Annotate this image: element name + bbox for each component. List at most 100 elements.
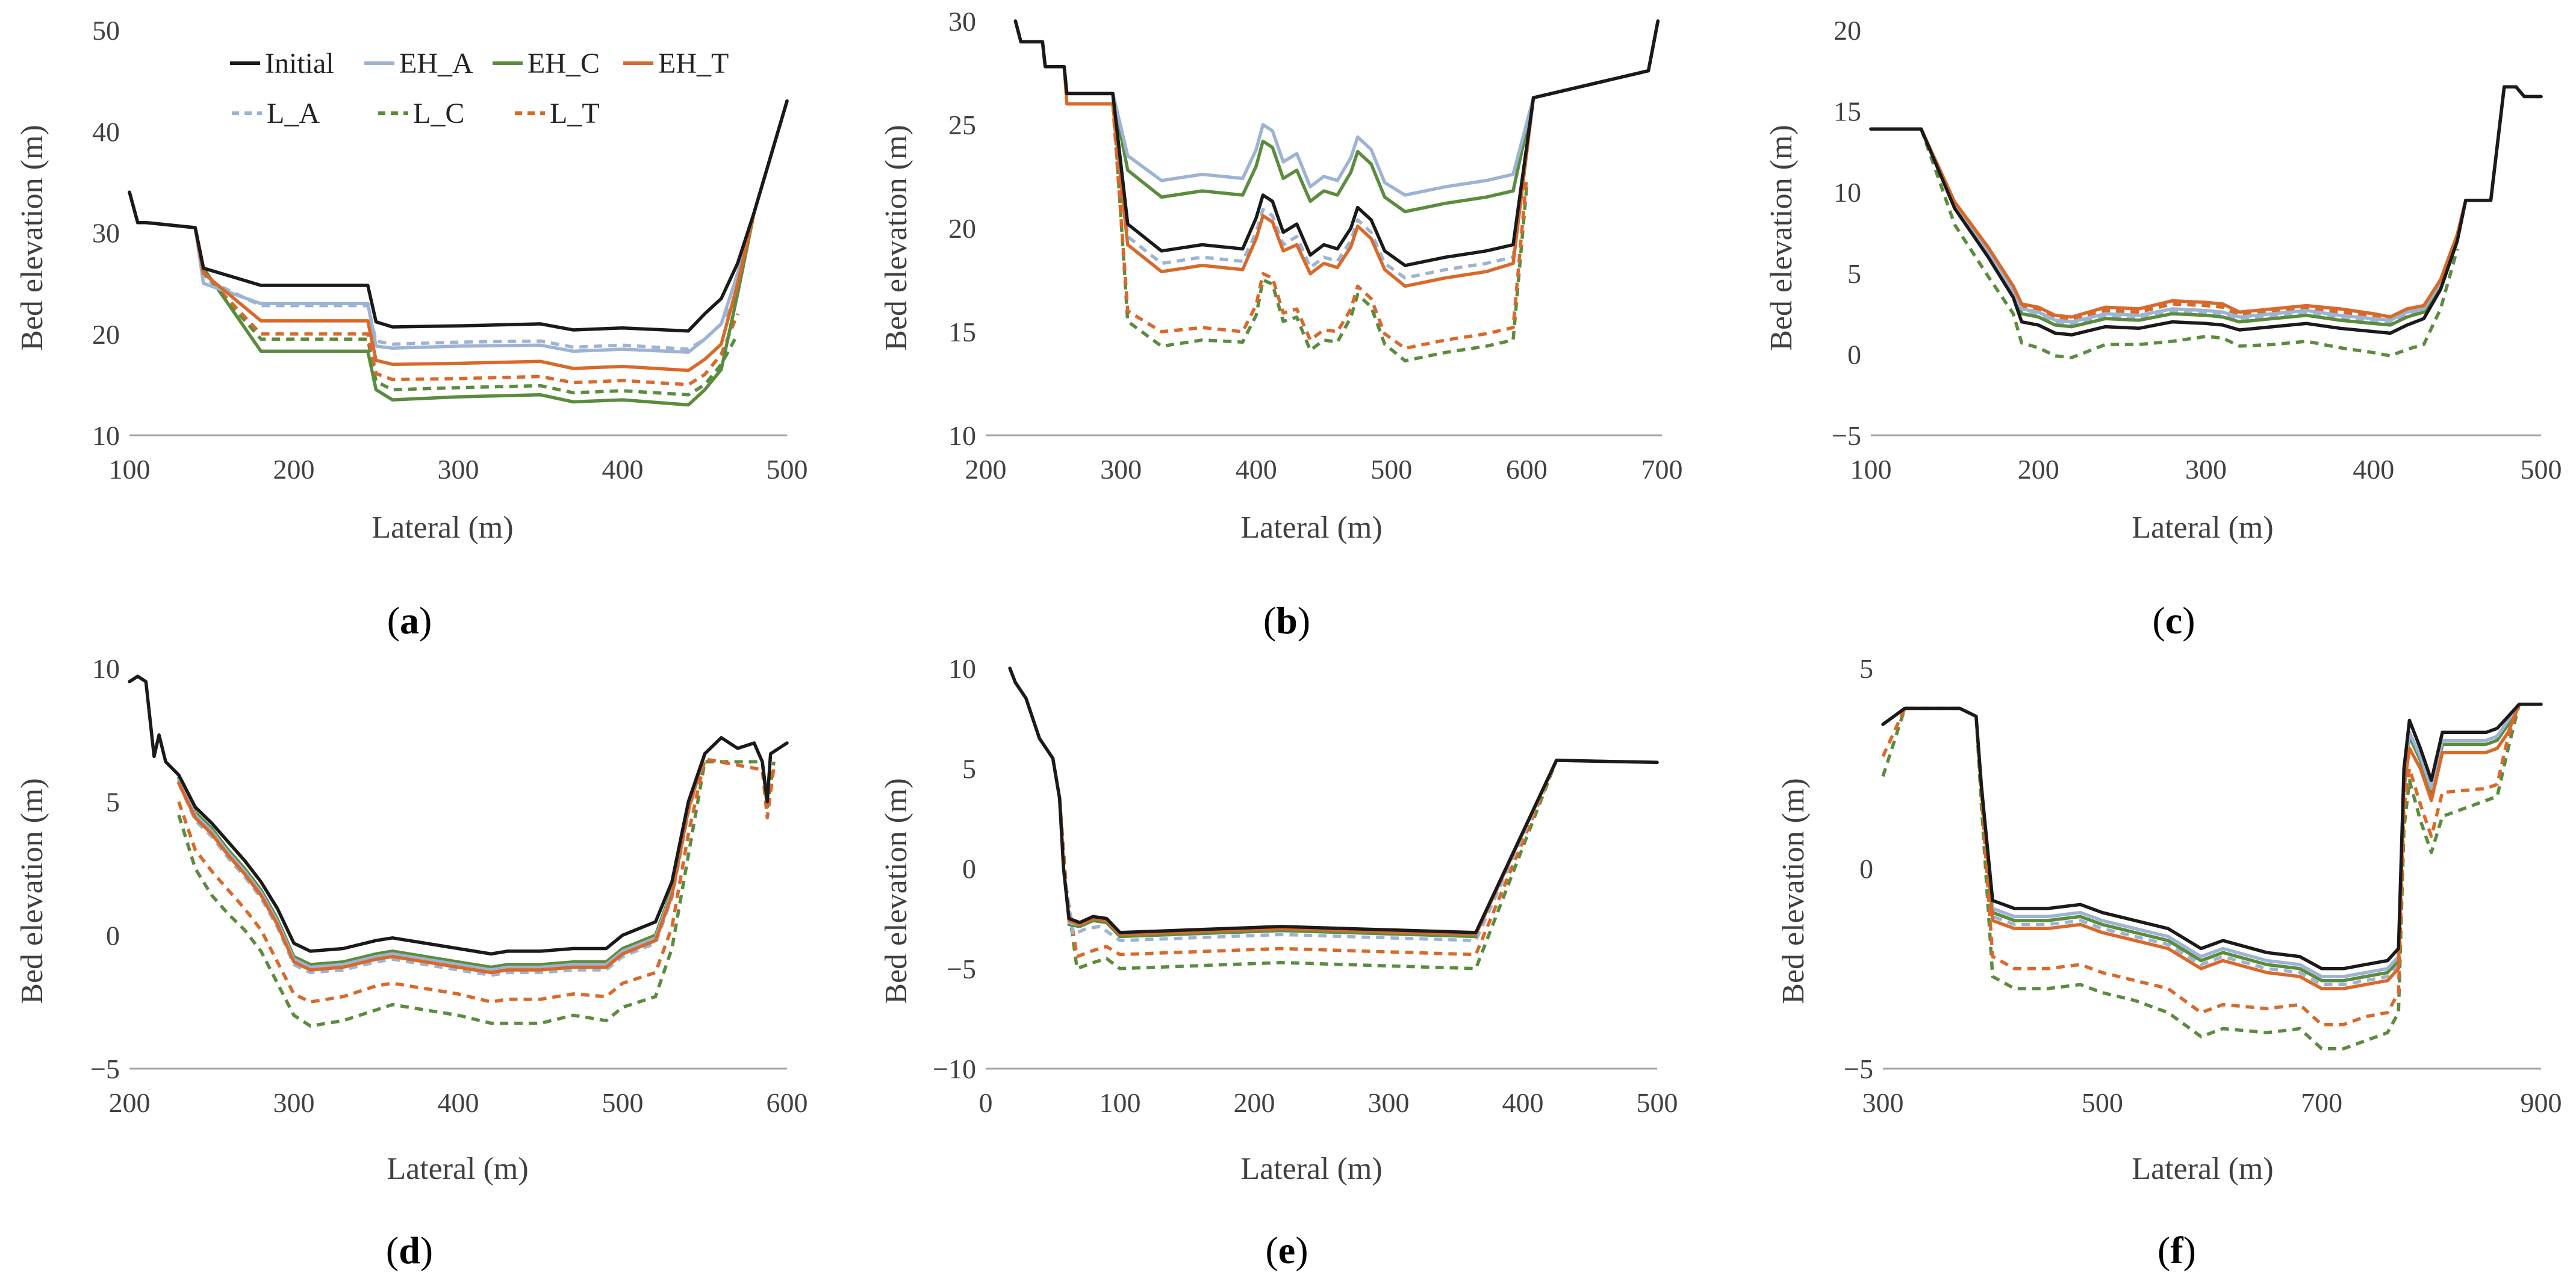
panel-a-caption: (a) <box>387 599 432 642</box>
legend-item-l-a: L_A <box>232 98 320 129</box>
panel-e-ytick-2: 0 <box>962 854 976 884</box>
panel-d-caption: (d) <box>386 1229 433 1272</box>
legend-label-initial: Initial <box>265 48 334 79</box>
panel-a-xtick-3: 400 <box>602 454 644 485</box>
panel-b-ytick-2: 20 <box>948 213 976 244</box>
panel-e-caption: (e) <box>1265 1229 1308 1272</box>
panel-f-ytick-2: 5 <box>1859 653 1873 684</box>
panel-c-ytick-2: 5 <box>1847 258 1861 289</box>
panel-d-series-l-a <box>177 753 707 977</box>
panel-d-series-l-t <box>177 757 776 1004</box>
panel-e-ytick-3: 5 <box>962 753 976 784</box>
panel-b-xtick-5: 700 <box>1641 454 1683 485</box>
legend-label-eh-c: EH_C <box>527 48 600 79</box>
panel-e-xtick-4: 400 <box>1502 1087 1544 1118</box>
panel-b-ylabel: Bed elevation (m) <box>879 125 913 350</box>
panel-f-letter: f <box>2170 1229 2183 1272</box>
panel-b-series-initial <box>1013 19 1660 267</box>
panel-d-ytick-2: 5 <box>106 787 120 818</box>
legend-item-l-c: L_C <box>378 98 464 129</box>
panel-f-series-l-c <box>1881 704 2521 1051</box>
panel-f-series-eh-t <box>1980 703 2521 990</box>
panel-a-xtick-4: 500 <box>767 454 808 485</box>
panel-a-series-l-t <box>193 227 739 387</box>
legend-label-l-t: L_T <box>550 98 600 129</box>
panel-b-caption: (b) <box>1263 599 1310 642</box>
panel-c-series-l-c <box>1919 128 2459 359</box>
panel-c-ytick-4: 15 <box>1834 96 1861 127</box>
panel-a-series-l-a <box>193 227 739 351</box>
panel-b-xtick-3: 500 <box>1370 454 1412 485</box>
panel-c-ylabel: Bed elevation (m) <box>1764 125 1799 350</box>
panel-b-series-eh-t <box>1013 19 1660 288</box>
panel-a-xtick-2: 300 <box>438 454 479 485</box>
panel-e-ylabel: Bed elevation (m) <box>879 778 913 1004</box>
panel-d: Bed elevation (m) Lateral (m) (d) 200 300… <box>15 653 808 1272</box>
legend-item-eh-a: EH_A <box>364 48 473 79</box>
panel-e-ytick-0: −10 <box>933 1054 976 1084</box>
panel-b-xtick-4: 600 <box>1506 454 1548 485</box>
panel-f-xtick-0: 300 <box>1862 1087 1904 1118</box>
panel-e-xtick-5: 500 <box>1637 1087 1678 1118</box>
legend-label-eh-t: EH_T <box>658 48 729 79</box>
panel-f-xtick-1: 500 <box>2082 1087 2123 1118</box>
panel-c-xtick-0: 100 <box>1850 454 1892 485</box>
panel-a-xtick-0: 100 <box>109 454 151 485</box>
panel-d-xtick-1: 300 <box>273 1087 315 1118</box>
panel-a-ytick-2: 30 <box>92 218 120 249</box>
panel-d-xlabel: Lateral (m) <box>387 1152 528 1186</box>
panel-e-ytick-1: −5 <box>947 954 976 984</box>
panel-b-ytick-4: 30 <box>948 6 976 37</box>
panel-c-xtick-1: 200 <box>2018 454 2059 485</box>
legend-item-l-t: L_T <box>515 98 600 129</box>
panel-e-series-l-t <box>1057 759 1558 958</box>
panel-f-series-initial <box>1881 703 2543 971</box>
panel-e-xtick-2: 200 <box>1234 1087 1275 1118</box>
panel-f-xlabel: Lateral (m) <box>2132 1152 2273 1186</box>
legend-item-eh-c: EH_C <box>493 48 600 79</box>
panel-c-letter: c <box>2165 599 2182 642</box>
panel-b-xtick-1: 300 <box>1100 454 1142 485</box>
panel-a-xlabel: Lateral (m) <box>372 511 513 545</box>
panel-f: Bed elevation (m) Lateral (m) (f) 300 500… <box>1776 653 2562 1272</box>
panel-e-ytick-4: 10 <box>948 653 976 684</box>
panel-c-xlabel: Lateral (m) <box>2132 511 2273 545</box>
panel-a-series-initial <box>128 99 789 333</box>
panel-b-xlabel: Lateral (m) <box>1240 511 1382 545</box>
panel-b-xtick-0: 200 <box>965 454 1007 485</box>
panel-b-ytick-0: 10 <box>948 420 976 451</box>
panel-e-xtick-0: 0 <box>979 1087 993 1118</box>
panel-a-series-eh-a <box>128 99 789 354</box>
panel-e-letter: e <box>1278 1229 1295 1272</box>
legend-label-eh-a: EH_A <box>399 48 473 79</box>
panel-c: Bed elevation (m) Lateral (m) (c) 100 200… <box>1764 15 2562 642</box>
panel-d-xtick-0: 200 <box>109 1087 151 1118</box>
panel-c-xtick-2: 300 <box>2185 454 2227 485</box>
panel-a: Bed elevation (m) Lateral (m) (a) Initia… <box>15 15 808 642</box>
panel-e-series-eh-t <box>1008 666 1659 936</box>
panel-e-xlabel: Lateral (m) <box>1240 1152 1382 1186</box>
panel-b-series-l-a <box>1111 93 1529 280</box>
panel-c-ytick-5: 20 <box>1834 15 1861 46</box>
panel-a-ytick-1: 20 <box>92 319 120 350</box>
legend-item-initial: Initial <box>230 48 334 79</box>
legend-item-eh-t: EH_T <box>623 48 729 79</box>
panel-a-ytick-0: 10 <box>92 420 120 451</box>
panel-d-xtick-3: 500 <box>602 1087 644 1118</box>
chart-legend: Initial EH_A EH_C EH_T L_A L_C <box>230 48 729 129</box>
panel-d-series-l-c <box>177 760 776 1028</box>
panel-b-series-l-t <box>1111 104 1529 350</box>
panel-e-series-initial <box>1008 666 1659 934</box>
panel-a-ytick-4: 50 <box>92 15 120 46</box>
panel-b-ytick-1: 15 <box>948 317 976 347</box>
panel-e-xtick-1: 100 <box>1100 1087 1141 1118</box>
panel-a-letter: a <box>400 599 419 642</box>
panel-f-xtick-2: 700 <box>2301 1087 2342 1118</box>
panel-d-ytick-0: −5 <box>90 1054 120 1084</box>
panel-c-series-l-a <box>1919 128 2459 327</box>
panel-f-series-l-t <box>1881 703 2521 1027</box>
panel-d-xtick-2: 400 <box>438 1087 479 1118</box>
panel-c-caption: (c) <box>2152 599 2195 642</box>
panel-a-xtick-1: 200 <box>273 454 315 485</box>
